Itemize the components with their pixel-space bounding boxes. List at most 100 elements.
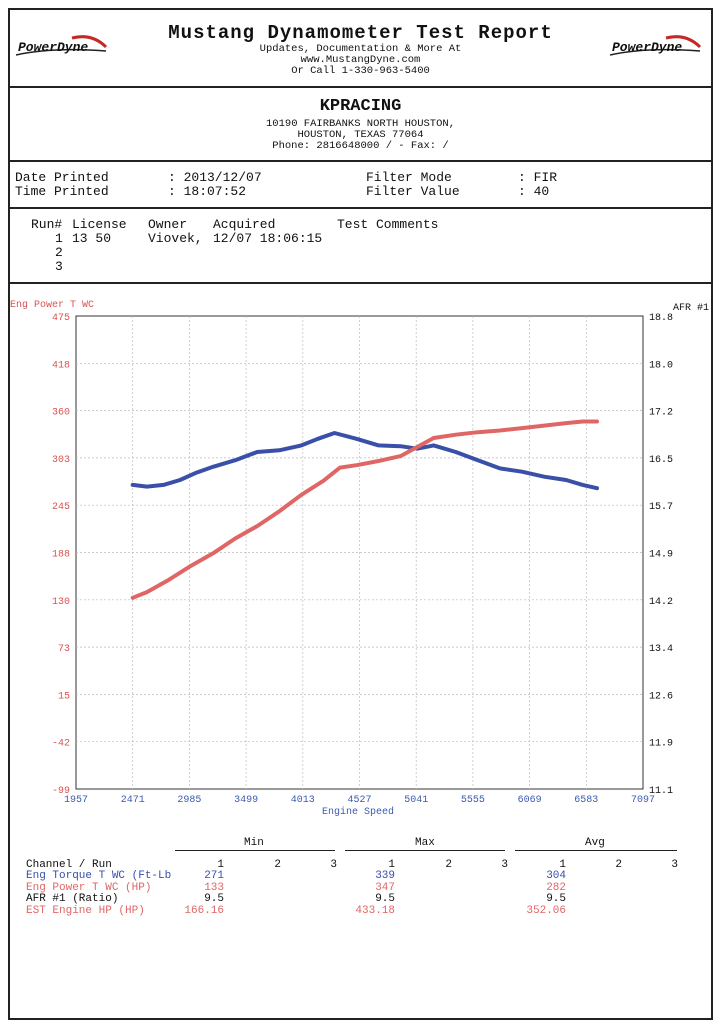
stats-max-value: 347 xyxy=(375,881,395,894)
shop-address-1: 10190 FAIRBANKS NORTH HOUSTON, xyxy=(265,118,456,130)
run-number: 1 xyxy=(55,231,63,246)
stats-group-header-max: Max xyxy=(415,837,435,849)
runs-header-acquired: Acquired xyxy=(213,217,276,232)
stats-group-rule xyxy=(515,850,677,851)
header-line-3: Or Call 1-330-963-5400 xyxy=(291,65,430,77)
y-right-tick-label: 11.9 xyxy=(649,739,673,750)
x-axis-label: Engine Speed xyxy=(322,806,394,818)
stats-run-number: 3 xyxy=(330,859,337,871)
y-right-tick-label: 16.5 xyxy=(649,455,673,466)
x-tick-label: 7097 xyxy=(631,795,655,806)
y-right-tick-label: 14.2 xyxy=(649,597,673,608)
powerdyne-logo-right: PowerDyne xyxy=(606,33,704,63)
y-right-tick-label: 12.6 xyxy=(649,691,673,702)
x-tick-label: 5041 xyxy=(404,795,428,806)
x-tick-label: 4013 xyxy=(291,795,315,806)
stats-min-value: 133 xyxy=(204,881,224,894)
x-tick-label: 6069 xyxy=(518,795,542,806)
stats-min-value: 9.5 xyxy=(204,893,224,905)
date-printed-label: Date Printed xyxy=(15,170,109,185)
time-printed-label: Time Printed xyxy=(15,184,109,199)
report-title: Mustang Dynamometer Test Report xyxy=(168,22,553,44)
stats-avg-value: 352.06 xyxy=(526,904,566,917)
x-tick-label: 2471 xyxy=(121,795,145,806)
stats-avg-value: 9.5 xyxy=(546,893,566,905)
x-tick-label: 4527 xyxy=(347,795,371,806)
y-right-tick-label: 15.7 xyxy=(649,502,673,513)
shop-phone: Phone: 2816648000 / - Fax: / xyxy=(272,140,449,152)
stats-run-number: 1 xyxy=(559,859,566,871)
stats-run-number: 1 xyxy=(388,859,395,871)
y-left-tick-label: 360 xyxy=(52,408,70,419)
y-right-tick-label: 18.0 xyxy=(649,360,673,371)
dyno-chart: Eng Power T WC AFR #1 1957 2471 2985 3499 40… xyxy=(10,300,709,818)
stats-channel-header: Channel / Run xyxy=(26,859,112,871)
stats-channel-name: Eng Torque T WC (Ft-Lb xyxy=(26,870,172,882)
x-tick-label: 1957 xyxy=(64,795,88,806)
left-axis-label: Eng Power T WC xyxy=(10,300,94,311)
filter-mode-value: : FIR xyxy=(518,170,558,185)
y-left-tick-label: 418 xyxy=(52,360,70,371)
x-tick-label: 5555 xyxy=(461,795,485,806)
runs-header-license: License xyxy=(72,217,127,232)
runs-header-run: Run# xyxy=(31,217,63,232)
run-number: 3 xyxy=(55,259,63,274)
y-right-tick-label: 11.1 xyxy=(649,786,673,797)
stats-group-rule xyxy=(175,850,335,851)
y-left-tick-label: 245 xyxy=(52,502,70,513)
stats-channel-name: Eng Power T WC (HP) xyxy=(26,881,152,894)
divider xyxy=(8,282,713,284)
runs-header-owner: Owner xyxy=(148,217,188,232)
torque-series-line xyxy=(130,431,599,491)
date-printed-value: : 2013/12/07 xyxy=(168,170,262,185)
y-left-tick-label: -42 xyxy=(52,739,70,750)
header-line-2: www.MustangDyne.com xyxy=(300,54,421,66)
stats-group-header-min: Min xyxy=(244,837,264,849)
stats-run-number: 1 xyxy=(217,859,224,871)
right-axis-label: AFR #1 xyxy=(673,303,709,314)
stats-group-header-avg: Avg xyxy=(585,837,605,849)
header-line-1: Updates, Documentation & More At xyxy=(259,43,462,55)
divider xyxy=(8,160,713,162)
power-series-line xyxy=(130,419,599,600)
stats-channel-name: EST Engine HP (HP) xyxy=(26,904,145,917)
y-left-tick-label: -99 xyxy=(52,786,70,797)
stats-run-number: 2 xyxy=(274,859,281,871)
divider xyxy=(8,86,713,88)
stats-min-value: 166.16 xyxy=(184,904,224,917)
powerdyne-logo-left: PowerDyne xyxy=(12,33,110,63)
filter-mode-label: Filter Mode xyxy=(366,170,452,185)
stats-max-value: 9.5 xyxy=(375,893,395,905)
y-right-tick-label: 14.9 xyxy=(649,550,673,561)
run-acquired: 12/07 18:06:15 xyxy=(213,231,323,246)
report-frame xyxy=(8,8,713,1020)
run-number: 2 xyxy=(55,245,63,260)
y-right-tick-label: 13.4 xyxy=(649,644,673,655)
svg-text:PowerDyne: PowerDyne xyxy=(18,40,88,55)
y-left-tick-label: 303 xyxy=(52,455,70,466)
stats-min-value: 271 xyxy=(204,870,224,882)
runs-header-comments: Test Comments xyxy=(337,217,439,232)
filter-value-label: Filter Value xyxy=(366,184,460,199)
time-printed-value: : 18:07:52 xyxy=(168,184,247,199)
stats-run-number: 2 xyxy=(615,859,622,871)
stats-run-number: 3 xyxy=(671,859,678,871)
run-owner: Viovek, xyxy=(148,231,203,246)
y-left-tick-label: 475 xyxy=(52,313,70,324)
stats-channel-name: AFR #1 (Ratio) xyxy=(26,893,119,905)
run-license: 13 50 xyxy=(72,231,112,246)
y-right-tick-label: 18.8 xyxy=(649,313,673,324)
stats-max-value: 339 xyxy=(375,870,395,882)
shop-name: KPRACING xyxy=(319,97,402,116)
stats-max-value: 433.18 xyxy=(355,904,395,917)
stats-run-number: 3 xyxy=(501,859,508,871)
stats-group-rule xyxy=(345,850,505,851)
stats-run-number: 2 xyxy=(445,859,452,871)
x-tick-label: 3499 xyxy=(234,795,258,806)
y-left-tick-label: 130 xyxy=(52,597,70,608)
y-right-tick-label: 17.2 xyxy=(649,408,673,419)
divider xyxy=(8,207,713,209)
x-tick-label: 2985 xyxy=(177,795,201,806)
x-tick-label: 6583 xyxy=(574,795,598,806)
svg-text:PowerDyne: PowerDyne xyxy=(612,40,682,55)
